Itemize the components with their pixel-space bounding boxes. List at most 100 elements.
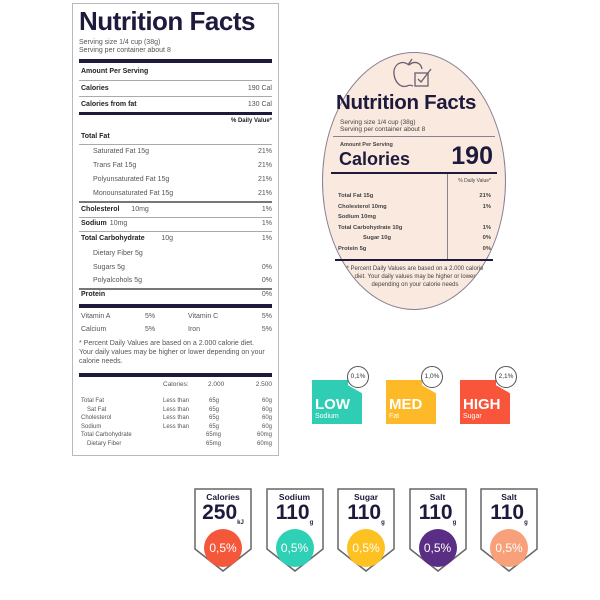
nutrient-row-name: Dietary Fiber 5g	[93, 250, 143, 257]
shield-value-wrap: 110g	[479, 501, 539, 526]
limits-nutrient: Cholesterol	[81, 415, 112, 421]
gda-shield-salt: Salt 110g 0,5%	[479, 487, 539, 573]
divider	[79, 288, 272, 290]
oval-nutrient-percent: 0%	[482, 235, 491, 241]
limits-2000: 65mg	[206, 440, 222, 447]
amount-per-serving: Amount Per Serving	[81, 68, 149, 75]
oval-nutrient-percent: 0%	[482, 245, 491, 252]
oval-amount: Amount Per Serving	[340, 142, 393, 148]
nutrient-row-percent: 0%	[261, 277, 272, 284]
calories-label: Calories	[81, 85, 109, 92]
badge-percent: 1,0%	[421, 366, 443, 388]
nutrient-row-amount: 10mg	[131, 206, 149, 213]
shield-percent: 0,5%	[347, 529, 385, 567]
servings-per-container: Serving per container about 8	[79, 47, 171, 54]
nutrient-row-percent: 1%	[261, 235, 272, 242]
divider	[79, 201, 272, 203]
label-title: Nutrition Facts	[79, 6, 255, 36]
oval-nutrient-name: Cholesterol 10mg	[338, 203, 387, 210]
oval-title: Nutrition Facts	[336, 91, 477, 114]
oval-nutrient-name: Sugar 10g	[363, 235, 392, 241]
shield-value: 110	[275, 501, 310, 524]
divider	[335, 259, 493, 261]
oval-calories-value: 190	[451, 142, 493, 170]
badge-level: MED	[389, 396, 423, 413]
limits-2500: 60g	[261, 406, 272, 413]
nutrient-row-percent: 1%	[261, 220, 272, 227]
vitamin-cell: Vitamin A	[81, 313, 111, 320]
limits-2500: 60g	[261, 398, 272, 404]
shield-value: 110	[418, 501, 453, 524]
shield-value-wrap: 110g	[336, 501, 396, 526]
divider	[79, 304, 272, 308]
nutrient-row-percent: 0%	[261, 291, 272, 298]
shield-unit: g	[381, 520, 385, 527]
nutrient-row-amount: 10mg	[109, 220, 128, 227]
limits-qualifier: Less than	[163, 415, 190, 421]
oval-nutrient-percent: 1%	[482, 224, 491, 231]
nutrient-row-name: Polyalcohols 5g	[93, 277, 143, 284]
apple-check-icon	[393, 58, 432, 88]
shield-value-wrap: 250kJ	[193, 501, 253, 526]
nutrient-row-name: Total Fat	[81, 133, 110, 140]
badge-percent: 0,1%	[347, 366, 369, 388]
limits-qualifier: Less than	[163, 398, 190, 404]
oval-nutrient-percent: 21%	[479, 193, 491, 199]
oval-servings: Serving per container about 8	[340, 126, 426, 133]
oval-dv-header: % Daily Value*	[458, 178, 491, 184]
badge-nutrient: Fat	[389, 413, 400, 420]
badge-nutrient: Sodium	[315, 413, 339, 420]
limits-2000: 65g	[209, 415, 220, 421]
nutrient-row-percent: 21%	[257, 176, 272, 183]
limits-nutrient: Total Carbohydrate	[81, 432, 132, 438]
divider	[79, 373, 272, 377]
calories-from-fat-label: Calories from fat	[81, 101, 137, 108]
vitamin-cell: 5%	[261, 326, 272, 333]
gda-shield-sugar: Sugar 110g 0,5%	[336, 487, 396, 573]
shield-name: Sodium	[278, 492, 311, 502]
limits-2500: 60g	[261, 415, 272, 421]
shield-unit: g	[524, 520, 528, 527]
nutrient-row-name: Monounsaturated Fat 15g	[93, 190, 174, 197]
shield-unit: g	[309, 520, 314, 527]
oval-nutrient-percent: 1%	[482, 203, 491, 210]
divider	[79, 144, 272, 145]
oval-nutrient-name: Protein 5g	[338, 245, 367, 252]
vitamin-cell: Iron	[188, 326, 201, 333]
divider	[79, 112, 272, 115]
nutrient-row-name: Total Carbohydrate	[81, 235, 145, 242]
divider	[79, 59, 272, 63]
oval-footnote: * Percent Daily Values are based on a 2.…	[346, 266, 484, 288]
divider	[79, 96, 272, 97]
shield-value: 110	[490, 501, 525, 524]
footnote: * Percent Daily Values are based on a 2.…	[79, 340, 265, 365]
oval-nutrient-name: Total Carbohydrate 10g	[338, 224, 403, 231]
nutrient-row-percent: 21%	[257, 190, 272, 197]
nutrient-row-percent: 0%	[261, 264, 272, 271]
limits-2000: 65mg	[206, 432, 222, 438]
serving-size: Serving size 1/4 cup (38g)	[79, 39, 161, 46]
shield-percent: 0,5%	[204, 529, 242, 567]
limits-qualifier: Less than	[163, 423, 190, 430]
oval-serving-size: Serving size 1/4 cup (38g)	[340, 119, 416, 126]
divider	[79, 231, 272, 232]
nutrient-row-percent: 1%	[261, 206, 272, 213]
nutrient-row-name: Sodium	[81, 220, 107, 227]
shield-unit: kJ	[237, 520, 244, 527]
shield-name: Sugar	[353, 492, 379, 502]
limits-nutrient: Sat Fat	[87, 406, 107, 413]
badge-level: HIGH	[463, 396, 501, 413]
limits-2500: 60mg	[256, 440, 272, 447]
limits-2500: 60g	[261, 423, 272, 430]
table-head-2500: 2.500	[255, 381, 272, 388]
shield-value: 110	[347, 501, 382, 524]
limits-nutrient: Sodium	[81, 423, 102, 430]
gda-shield-calories: Calories 250kJ 0,5%	[193, 487, 253, 573]
oval-nutrient-name: Total Fat 15g	[338, 193, 374, 199]
shield-name: Calories	[206, 492, 240, 502]
nutrient-row-name: Saturated Fat 15g	[93, 148, 150, 155]
badge-nutrient: Sugar	[463, 413, 482, 420]
table-head-2000: 2.000	[208, 381, 225, 388]
gda-shield-sodium: Sodium 110g 0,5%	[265, 487, 325, 573]
shield-value-wrap: 110g	[408, 501, 468, 526]
